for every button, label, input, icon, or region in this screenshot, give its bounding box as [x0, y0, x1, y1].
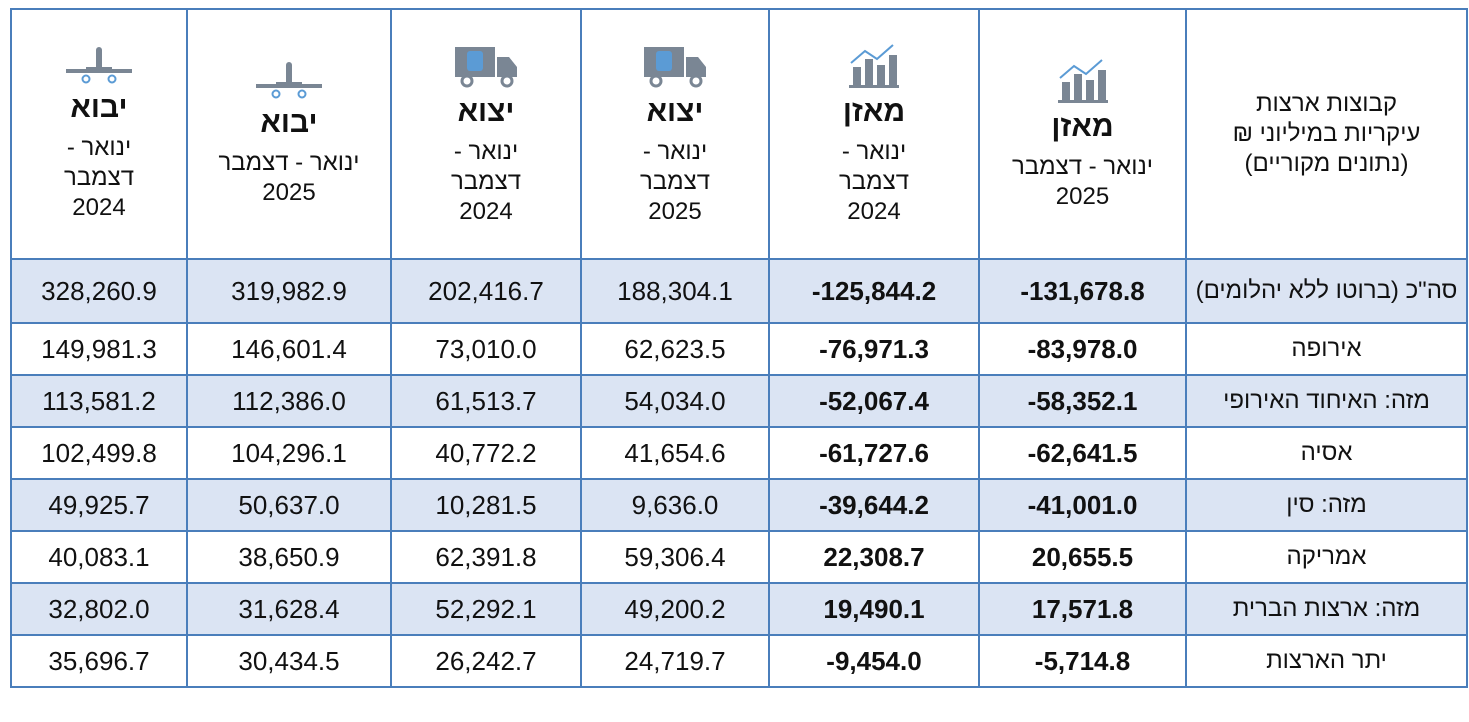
plane-icon — [66, 47, 132, 84]
cell: 41,654.6 — [580, 426, 770, 480]
cell: 26,242.7 — [390, 634, 582, 688]
cell: 319,982.9 — [186, 258, 392, 324]
column-period: ינואר - דצמבר 2024 — [450, 138, 522, 225]
table-row: מזה: ארצות הברית 17,571.8 19,490.1 49,200.2… — [10, 582, 1468, 636]
column-period: ינואר - דצמבר 2024 — [63, 134, 135, 221]
header-row: קבוצות ארצות עיקריות במיליוני ₪ (נתונים מק… — [10, 8, 1468, 260]
cell: 35,696.7 — [10, 634, 188, 688]
cell: 49,200.2 — [580, 582, 770, 636]
region-header-line: (נתונים מקוריים) — [1244, 150, 1409, 177]
column-header: מאזן ינואר - דצמבר 2024 — [768, 8, 980, 260]
table-body: סה"כ (ברוטו ללא יהלומים) -131,678.8 -125,8… — [10, 258, 1468, 688]
cell: 54,034.0 — [580, 374, 770, 428]
column-period: ינואר - דצמבר 2025 — [218, 149, 360, 206]
cell: 32,802.0 — [10, 582, 188, 636]
cell: -83,978.0 — [978, 322, 1187, 376]
column-period: ינואר - דצמבר 2025 — [639, 138, 711, 225]
row-label: מזה: סין — [1185, 478, 1468, 532]
cell: 22,308.7 — [768, 530, 980, 584]
column-period: ינואר - דצמבר 2025 — [1011, 153, 1154, 210]
cell: 61,513.7 — [390, 374, 582, 428]
column-title: יצוא — [457, 95, 515, 128]
truck-icon — [455, 47, 517, 88]
cell: 17,571.8 — [978, 582, 1187, 636]
cell: -76,971.3 — [768, 322, 980, 376]
cell: 38,650.9 — [186, 530, 392, 584]
table-row: יתר הארצות -5,714.8 -9,454.0 24,719.7 26,242… — [10, 634, 1468, 688]
cell: -39,644.2 — [768, 478, 980, 532]
cell: 328,260.9 — [10, 258, 188, 324]
cell: -41,001.0 — [978, 478, 1187, 532]
row-label: מזה: ארצות הברית — [1185, 582, 1468, 636]
cell: -125,844.2 — [768, 258, 980, 324]
cell: 59,306.4 — [580, 530, 770, 584]
cell: 202,416.7 — [390, 258, 582, 324]
table-row: אמריקה 20,655.5 22,308.7 59,306.4 62,391.8 38… — [10, 530, 1468, 584]
row-label: אירופה — [1185, 322, 1468, 376]
column-header: יצוא ינואר - דצמבר 2025 — [580, 8, 770, 260]
cell: 50,637.0 — [186, 478, 392, 532]
cell: -62,641.5 — [978, 426, 1187, 480]
cell: 20,655.5 — [978, 530, 1187, 584]
trade-table: קבוצות ארצות עיקריות במיליוני ₪ (נתונים מק… — [10, 8, 1468, 688]
column-header: מאזן ינואר - דצמבר 2025 — [978, 8, 1187, 260]
column-header: יבוא ינואר - דצמבר 2024 — [10, 8, 188, 260]
cell: -131,678.8 — [978, 258, 1187, 324]
cell: -5,714.8 — [978, 634, 1187, 688]
cell: 73,010.0 — [390, 322, 582, 376]
chart-icon — [1057, 59, 1108, 103]
cell: 104,296.1 — [186, 426, 392, 480]
cell: -9,454.0 — [768, 634, 980, 688]
row-label: יתר הארצות — [1185, 634, 1468, 688]
cell: 149,981.3 — [10, 322, 188, 376]
cell: 40,772.2 — [390, 426, 582, 480]
column-header: יבוא ינואר - דצמבר 2025 — [186, 8, 392, 260]
row-label: מזה: האיחוד האירופי — [1185, 374, 1468, 428]
cell: 49,925.7 — [10, 478, 188, 532]
table-row: סה"כ (ברוטו ללא יהלומים) -131,678.8 -125,8… — [10, 258, 1468, 324]
cell: 62,623.5 — [580, 322, 770, 376]
column-title: יבוא — [260, 106, 318, 139]
cell: 113,581.2 — [10, 374, 188, 428]
column-title: מאזן — [1051, 110, 1114, 143]
cell: 102,499.8 — [10, 426, 188, 480]
cell: 112,386.0 — [186, 374, 392, 428]
cell: 24,719.7 — [580, 634, 770, 688]
table-row: מזה: האיחוד האירופי -58,352.1 -52,067.4 54,… — [10, 374, 1468, 428]
table-row: אירופה -83,978.0 -76,971.3 62,623.5 73,010.0… — [10, 322, 1468, 376]
region-header-line: עיקריות במיליוני ₪ — [1232, 120, 1421, 147]
column-title: יבוא — [70, 91, 128, 124]
region-header: קבוצות ארצות עיקריות במיליוני ₪ (נתונים מק… — [1185, 8, 1468, 260]
cell: -52,067.4 — [768, 374, 980, 428]
truck-icon — [644, 47, 706, 88]
column-header: יצוא ינואר - דצמבר 2024 — [390, 8, 582, 260]
cell: 30,434.5 — [186, 634, 392, 688]
cell: -58,352.1 — [978, 374, 1187, 428]
cell: 10,281.5 — [390, 478, 582, 532]
cell: 146,601.4 — [186, 322, 392, 376]
cell: 52,292.1 — [390, 582, 582, 636]
row-label: סה"כ (ברוטו ללא יהלומים) — [1185, 258, 1468, 324]
cell: -61,727.6 — [768, 426, 980, 480]
column-title: מאזן — [842, 95, 906, 128]
cell: 62,391.8 — [390, 530, 582, 584]
column-title: יצוא — [646, 95, 704, 128]
row-label: אסיה — [1185, 426, 1468, 480]
region-header-line: קבוצות ארצות — [1255, 90, 1398, 117]
cell: 188,304.1 — [580, 258, 770, 324]
table-row: אסיה -62,641.5 -61,727.6 41,654.6 40,772.2 10… — [10, 426, 1468, 480]
cell: 40,083.1 — [10, 530, 188, 584]
row-label: אמריקה — [1185, 530, 1468, 584]
plane-icon — [256, 62, 322, 99]
chart-icon — [849, 44, 899, 88]
cell: 31,628.4 — [186, 582, 392, 636]
cell: 19,490.1 — [768, 582, 980, 636]
table-row: מזה: סין -41,001.0 -39,644.2 9,636.0 10,281.… — [10, 478, 1468, 532]
cell: 9,636.0 — [580, 478, 770, 532]
column-period: ינואר - דצמבר 2024 — [838, 138, 910, 225]
